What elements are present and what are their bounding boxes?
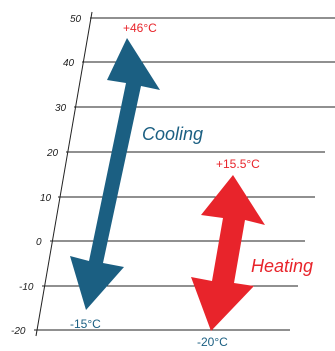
tick-label: -10 xyxy=(19,282,34,293)
tick-label: -20 xyxy=(11,326,26,337)
heating-top-temp: +15.5°C xyxy=(216,157,260,171)
tick-label: 40 xyxy=(63,58,75,69)
heating-bottom-temp: -20°C xyxy=(197,335,228,349)
scale-axis xyxy=(35,11,93,337)
cooling-top-temp: +46°C xyxy=(123,21,157,35)
tick-label: 20 xyxy=(46,148,59,159)
cooling-bottom-temp: -15°C xyxy=(70,317,101,331)
tick-label: 10 xyxy=(40,193,52,204)
tick-label: 50 xyxy=(70,14,82,25)
tick-labels: 50 40 30 20 10 0 -10 -20 xyxy=(11,14,82,337)
cooling-arrow xyxy=(70,38,160,310)
tick-label: 0 xyxy=(36,237,42,248)
heating-label: Heating xyxy=(251,256,313,276)
cooling-label: Cooling xyxy=(142,124,203,144)
tick-label: 30 xyxy=(55,103,67,114)
heating-arrow xyxy=(191,175,265,331)
